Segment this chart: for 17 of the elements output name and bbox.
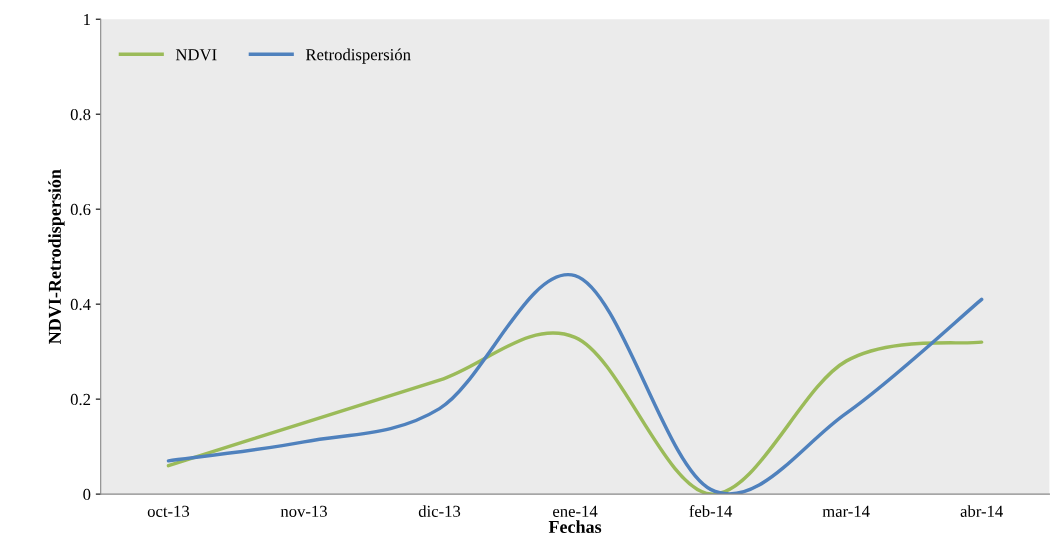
x-tick-label: oct-13 (147, 505, 190, 517)
legend-label: Retrodispersión (305, 48, 411, 64)
x-tick-label: ene-14 (553, 505, 598, 517)
x-tick-label: nov-13 (280, 505, 327, 517)
x-tick-label: abr-14 (960, 505, 1003, 517)
y-tick-label: 0.4 (70, 298, 91, 311)
y-tick-label: 0.6 (70, 203, 91, 216)
y-tick-label: 0 (83, 488, 91, 501)
x-tick-label: dic-13 (418, 505, 461, 517)
x-tick-label: feb-14 (689, 505, 733, 517)
y-tick-label: 0.8 (70, 108, 91, 121)
y-axis-title: NDVI-Retrodispersión (48, 169, 65, 344)
x-axis-title: Fechas (548, 520, 602, 534)
y-tick-label: 1 (84, 13, 90, 25)
y-tick-label: 0.2 (70, 393, 91, 406)
legend-label: NDVI (175, 49, 217, 61)
x-tick-label: mar-14 (822, 505, 870, 517)
